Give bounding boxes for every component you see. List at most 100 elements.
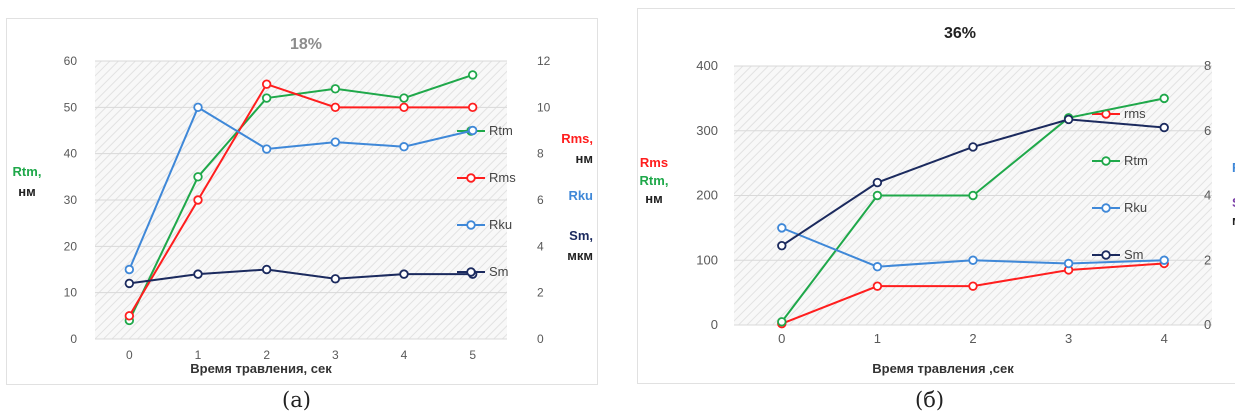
chart-b-svg: 0 100 200 300 400 0 2 4 6 8 0 1 2 3 4 36% Время травлени… — [640, 25, 1235, 376]
right-tick-label: 12 — [537, 54, 551, 68]
data-point-rms — [124, 311, 135, 321]
data-point-sm — [399, 269, 409, 279]
right-axis-label: мкм — [1232, 213, 1235, 228]
data-point-rtm — [968, 190, 978, 201]
left-tick-label: 400 — [696, 58, 718, 73]
legend-swatch-marker — [466, 220, 476, 230]
right-tick-label: 2 — [537, 286, 544, 300]
data-point-rtm — [399, 93, 409, 103]
left-tick-label: 30 — [64, 193, 78, 207]
data-point-rtm — [872, 190, 883, 201]
caption-a: (а) — [282, 388, 311, 412]
left-tick-label: 0 — [711, 317, 718, 332]
data-point-rms — [399, 102, 409, 113]
left-tick-label: 50 — [64, 100, 78, 114]
x-axis-title: Время травления ,сек — [872, 361, 1014, 376]
data-point-rms — [261, 79, 272, 89]
data-point-rku — [399, 142, 409, 152]
right-tick-label: 2 — [1204, 252, 1211, 267]
legend-label: Rku — [1124, 200, 1147, 215]
right-tick-label: 6 — [1204, 123, 1211, 138]
x-tick-label: 2 — [969, 331, 976, 346]
x-tick-label: 3 — [1065, 331, 1072, 346]
right-axis-label: нм — [576, 151, 593, 166]
chart-panel-a: 0 10 20 30 40 50 60 0 2 4 6 8 10 12 0 1 2 3 4 5 18% Время тра… — [6, 18, 598, 385]
data-point-rku — [124, 264, 135, 275]
data-point-rku — [1063, 258, 1074, 269]
data-point-rms — [330, 102, 341, 113]
series-line-rms — [128, 82, 473, 317]
data-point-sm — [261, 264, 272, 275]
x-tick-label: 4 — [401, 348, 408, 362]
right-tick-label: 0 — [537, 332, 544, 346]
left-tick-label: 200 — [696, 188, 718, 203]
data-point-sm — [193, 269, 203, 279]
x-tick-label: 2 — [263, 348, 270, 362]
series-line-sm — [129, 268, 473, 285]
series-line-rku — [128, 105, 473, 270]
legend-label: Rku — [489, 217, 512, 232]
data-point-sm — [1063, 114, 1074, 125]
series-line-rtm — [128, 73, 473, 321]
data-point-sm — [330, 274, 341, 284]
legend-label: Rtm — [1124, 153, 1148, 168]
chart-title: 18% — [290, 36, 322, 53]
x-axis-title: Время травления, сек — [190, 361, 332, 376]
data-point-rku — [330, 137, 341, 147]
data-point-sm — [1159, 122, 1169, 133]
data-point-rtm — [777, 317, 787, 327]
legend-label: Sm — [1124, 247, 1144, 262]
x-tick-label: 4 — [1161, 331, 1168, 346]
data-point-rku — [467, 125, 478, 136]
data-point-rtm — [1159, 93, 1169, 104]
legend-swatch-marker — [466, 267, 476, 277]
x-tick-label: 3 — [332, 348, 339, 362]
right-tick-label: 4 — [537, 239, 544, 253]
data-point-rku — [1159, 255, 1169, 265]
data-point-rms — [193, 195, 203, 205]
data-point-rtm — [193, 172, 203, 182]
right-tick-label: 4 — [1204, 188, 1211, 203]
data-point-rku — [777, 223, 787, 233]
right-axis-label: Rku — [568, 188, 593, 203]
right-axis-label: мкм — [567, 248, 593, 263]
data-point-sm — [777, 240, 787, 251]
legend-swatch-marker — [1101, 203, 1111, 213]
right-axis-label: Rms, — [561, 131, 593, 146]
legend-label: rms — [1124, 106, 1146, 121]
left-axis-label: нм — [645, 191, 662, 206]
right-axis-label: Sm, — [1232, 195, 1235, 210]
data-point-rku — [261, 144, 272, 154]
left-tick-label: 20 — [64, 239, 78, 253]
caption-b: (б) — [915, 388, 945, 412]
left-tick-label: 10 — [64, 286, 78, 300]
left-tick-label: 100 — [696, 252, 718, 267]
legend-swatch-marker — [466, 173, 476, 183]
legend-swatch-marker — [1101, 156, 1111, 166]
left-axis-label: Rtm, — [13, 164, 42, 179]
data-point-rms — [872, 281, 883, 291]
data-point-rku — [872, 262, 883, 272]
left-axis-label: Rms — [640, 155, 668, 170]
data-point-rku — [968, 255, 978, 265]
left-tick-label: 300 — [696, 123, 718, 138]
data-point-rms — [467, 102, 478, 113]
right-tick-label: 6 — [537, 193, 544, 207]
right-axis-label: Sm, — [569, 228, 593, 243]
legend-label: Rms — [489, 170, 516, 185]
data-point-sm — [968, 142, 978, 152]
right-tick-label: 10 — [537, 100, 551, 114]
left-axis-label: нм — [18, 184, 35, 199]
data-point-sm — [872, 177, 883, 188]
x-tick-label: 0 — [778, 331, 785, 346]
x-tick-label: 1 — [195, 348, 202, 362]
chart-panel-b: 0 100 200 300 400 0 2 4 6 8 0 1 2 3 4 36% Время травлени… — [637, 8, 1235, 384]
left-axis-label: Rtm, — [640, 173, 669, 188]
left-tick-label: 0 — [70, 332, 77, 346]
x-tick-label: 1 — [874, 331, 881, 346]
left-tick-label: 60 — [64, 54, 78, 68]
data-point-rtm — [261, 93, 272, 103]
right-tick-label: 8 — [537, 147, 544, 161]
data-point-rku — [193, 102, 203, 113]
